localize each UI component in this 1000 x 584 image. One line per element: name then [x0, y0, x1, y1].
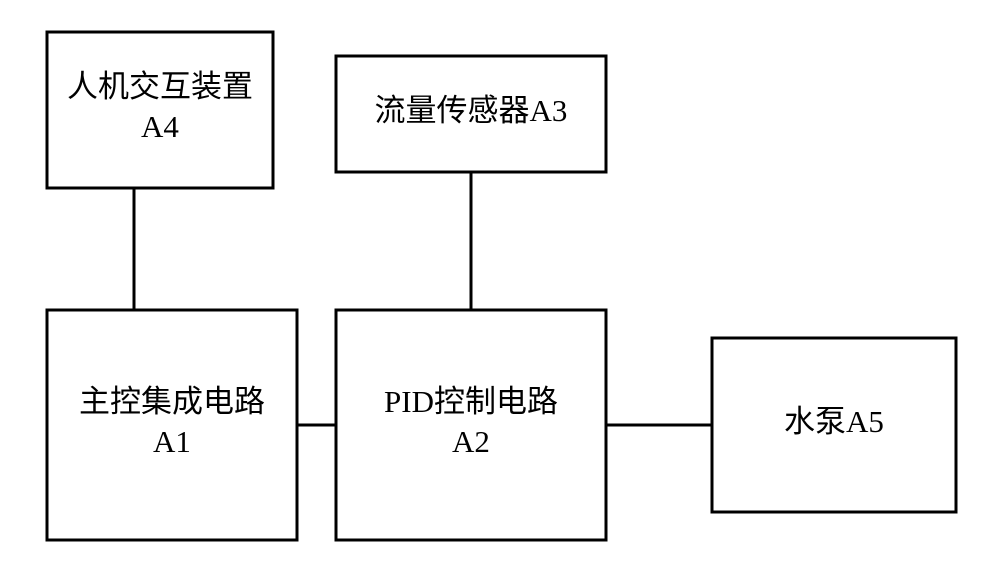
node-A3: 流量传感器A3	[336, 56, 606, 172]
node-A4: 人机交互装置 A4	[47, 32, 273, 188]
node-A1-label-line-0: 主控集成电路	[79, 384, 265, 419]
node-A4-label-line-1: A4	[141, 109, 179, 144]
node-A2: PID控制电路 A2	[336, 310, 606, 540]
node-A2-label-line-1: A2	[452, 424, 490, 459]
node-A3-label-line-0: 流量传感器A3	[375, 93, 568, 128]
node-A5-label-line-0: 水泵A5	[784, 404, 884, 439]
node-A5: 水泵A5	[712, 338, 956, 512]
block-diagram: 人机交互装置 A4 流量传感器A3 主控集成电路 A1 PID控制电路 A2 水泵A5	[0, 0, 1000, 584]
node-A1: 主控集成电路 A1	[47, 310, 297, 540]
node-A1-label-line-1: A1	[153, 424, 191, 459]
node-A2-label-line-0: PID控制电路	[384, 384, 558, 419]
node-A4-label-line-0: 人机交互装置	[67, 69, 253, 104]
